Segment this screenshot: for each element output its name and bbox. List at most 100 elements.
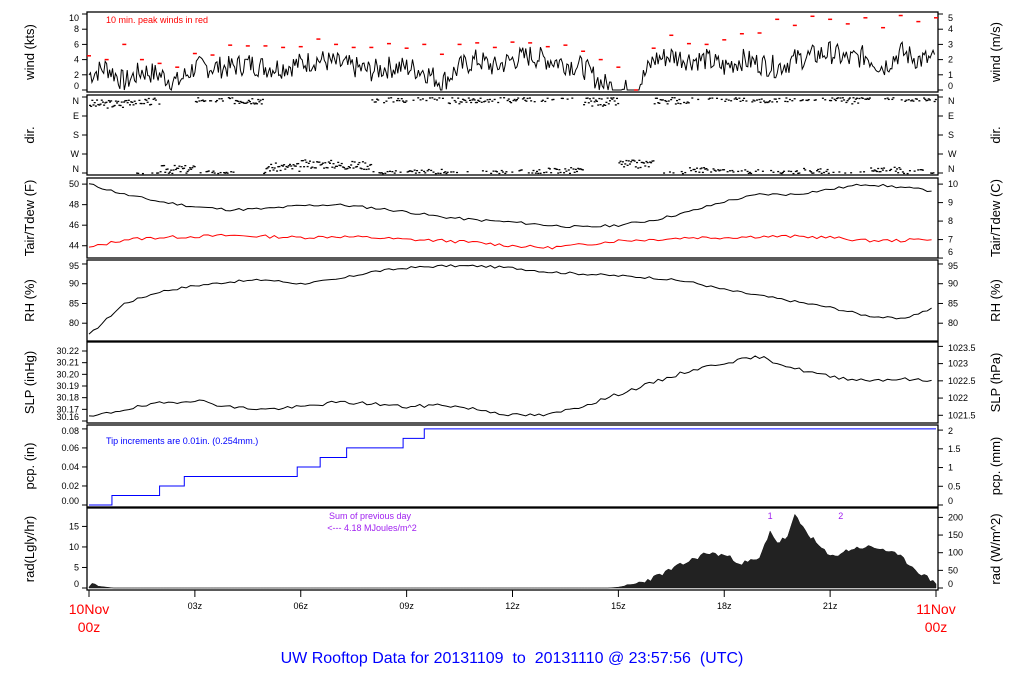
dir-point <box>654 97 657 99</box>
dir-point <box>548 168 551 170</box>
dir-point <box>203 100 206 103</box>
dir-point <box>766 101 769 104</box>
dir-point <box>186 170 189 173</box>
dir-point <box>925 100 928 102</box>
wind-series-line <box>88 40 936 91</box>
dir-point <box>340 162 343 165</box>
dir-point <box>571 97 574 99</box>
dir-point <box>208 100 211 102</box>
dir-point <box>466 171 469 173</box>
dir-point <box>505 171 508 173</box>
y-tick-label: 30.21 <box>56 358 79 368</box>
dir-point <box>516 98 519 101</box>
dir-point <box>576 170 579 173</box>
dir-point <box>187 169 190 171</box>
dir-point <box>864 98 867 100</box>
dir-point <box>296 163 299 165</box>
dir-point <box>181 167 184 170</box>
dir-point <box>896 168 899 170</box>
dir-point <box>485 170 488 173</box>
dir-point <box>717 169 720 171</box>
dir-point <box>112 105 115 107</box>
dir-point <box>503 97 506 99</box>
dir-point <box>824 99 827 101</box>
dir-point <box>447 102 450 104</box>
dir-point <box>604 104 607 107</box>
dir-point <box>688 167 691 169</box>
dir-point <box>350 164 353 166</box>
dir-point <box>638 159 641 162</box>
dir-point <box>343 166 346 169</box>
y-tick-label: 44 <box>69 241 79 251</box>
dir-point <box>139 102 142 105</box>
y-tick-label: 80 <box>69 318 79 328</box>
dir-point <box>732 171 735 173</box>
dir-point <box>263 172 266 175</box>
dir-point <box>251 98 254 100</box>
dir-point <box>711 97 714 99</box>
wind-panel-frame <box>86 11 939 93</box>
rad-area <box>88 513 937 589</box>
dir-point <box>908 170 911 172</box>
dir-point <box>777 170 780 173</box>
dir-point <box>558 169 561 171</box>
dir-point <box>303 166 306 168</box>
dir-point <box>478 100 481 102</box>
dir-point <box>811 172 814 174</box>
dir-point <box>879 170 882 173</box>
dir-point <box>664 99 667 102</box>
dir-axis-label: dir. <box>988 126 1003 143</box>
dir-point <box>691 97 694 99</box>
dir-point <box>233 102 236 105</box>
dir-point <box>799 100 802 102</box>
dir-point <box>725 98 728 100</box>
dir-point <box>764 101 767 104</box>
dir-point <box>828 99 831 102</box>
dir-point <box>926 99 929 102</box>
dir-point <box>287 165 290 167</box>
dir-point <box>912 100 915 102</box>
dir-point <box>756 99 759 101</box>
dir-point <box>176 167 179 169</box>
dir-point <box>419 99 422 101</box>
x-tick-label: 15z <box>611 601 626 611</box>
dir-point <box>468 99 471 102</box>
dir-point <box>883 167 886 169</box>
dir-point <box>739 100 742 102</box>
dir-point <box>767 101 770 103</box>
dir-point <box>105 101 108 103</box>
dir-point <box>180 166 183 168</box>
dir-point <box>552 98 555 101</box>
dir-point <box>514 100 517 102</box>
dir-point <box>645 160 648 163</box>
dir-point <box>916 98 919 100</box>
dir-point <box>206 170 209 173</box>
y-tick-label-right: 100 <box>948 548 963 558</box>
dir-point <box>406 171 409 173</box>
dir-point <box>643 162 646 164</box>
dir-point <box>137 172 140 174</box>
dir-point <box>778 97 781 100</box>
dir-point <box>656 97 659 99</box>
dir-point <box>686 101 689 103</box>
dir-point <box>774 98 777 100</box>
dir-point <box>241 101 244 104</box>
dir-point <box>847 98 850 100</box>
dir-point <box>616 97 619 100</box>
dir-point <box>390 97 393 99</box>
dir-point <box>327 161 330 163</box>
dir-point <box>254 102 257 104</box>
dir-point <box>333 167 336 169</box>
dir-point <box>747 172 750 175</box>
dir-point <box>197 97 200 99</box>
dir-point <box>727 99 730 101</box>
dir-point <box>787 170 790 172</box>
dir-point <box>106 107 109 109</box>
y-tick-label-right: 200 <box>948 512 963 522</box>
dir-point <box>134 102 137 105</box>
dir-point <box>676 99 679 102</box>
dir-point <box>317 161 320 163</box>
dir-point <box>438 97 441 99</box>
dir-point <box>379 172 382 174</box>
y-tick-label: 10 <box>69 13 79 23</box>
